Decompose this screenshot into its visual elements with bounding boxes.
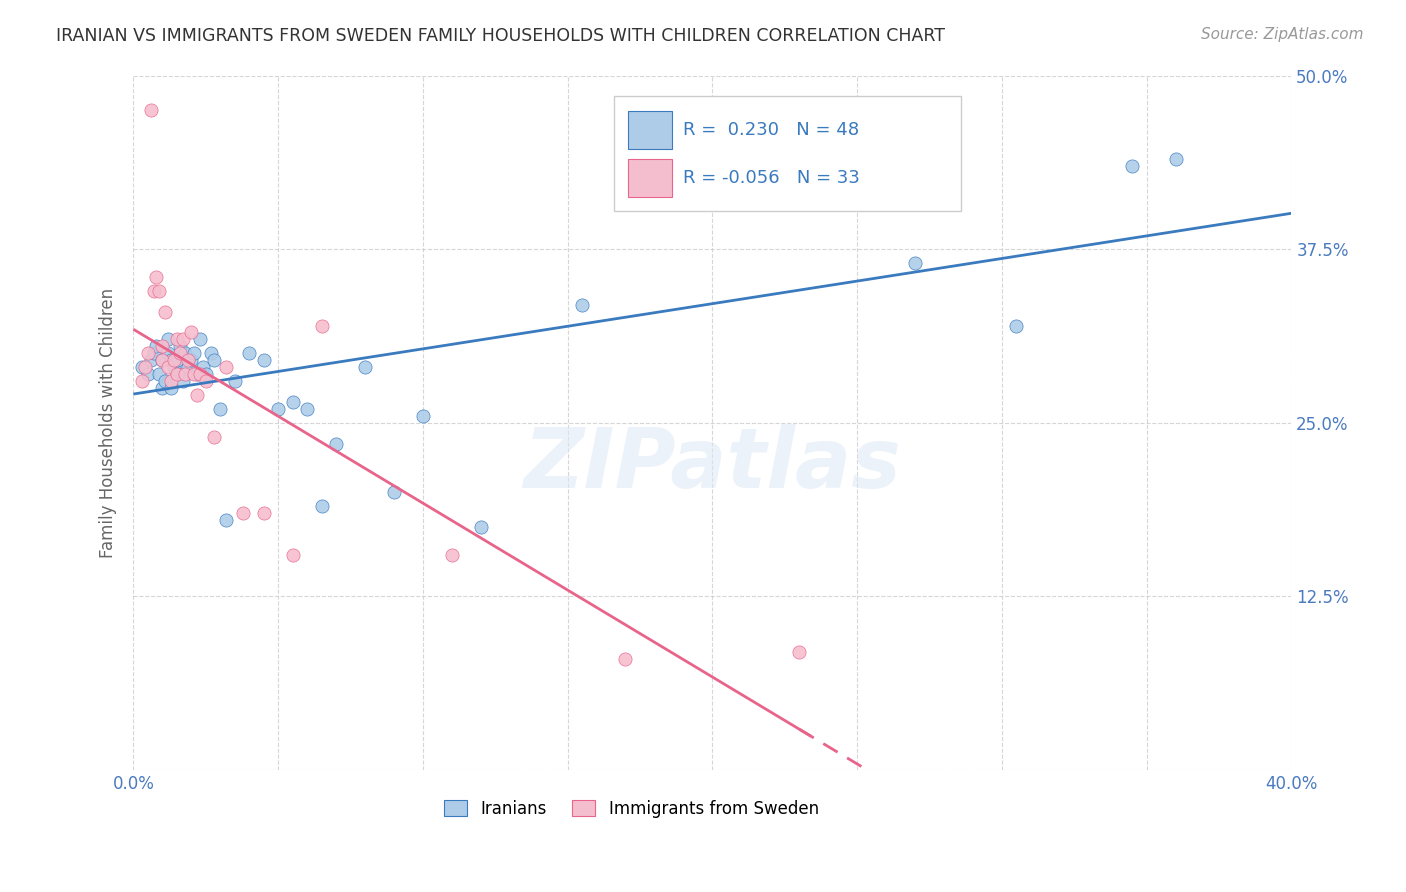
Point bbox=[412, 409, 434, 423]
Point bbox=[1005, 318, 1028, 333]
Point bbox=[177, 360, 200, 375]
Text: ZIPatlas: ZIPatlas bbox=[523, 424, 901, 505]
Y-axis label: Family Households with Children: Family Households with Children bbox=[100, 288, 117, 558]
Point bbox=[145, 339, 167, 353]
Point bbox=[153, 374, 176, 388]
Point bbox=[150, 339, 173, 353]
Point bbox=[191, 360, 214, 375]
Point bbox=[172, 333, 194, 347]
Point bbox=[157, 333, 180, 347]
Point bbox=[134, 360, 156, 375]
Point bbox=[131, 374, 153, 388]
Point bbox=[311, 318, 333, 333]
Text: R =  0.230   N = 48: R = 0.230 N = 48 bbox=[683, 120, 859, 138]
Point bbox=[183, 346, 205, 360]
Point bbox=[215, 513, 238, 527]
Point bbox=[252, 506, 274, 520]
Point bbox=[440, 548, 463, 562]
Point bbox=[150, 353, 173, 368]
Point bbox=[215, 360, 238, 375]
Point bbox=[150, 381, 173, 395]
Point bbox=[172, 374, 194, 388]
Point bbox=[145, 269, 167, 284]
Point bbox=[174, 346, 197, 360]
Point bbox=[186, 367, 208, 381]
Point bbox=[148, 367, 170, 381]
FancyBboxPatch shape bbox=[628, 159, 672, 197]
Point bbox=[153, 304, 176, 318]
FancyBboxPatch shape bbox=[614, 96, 962, 211]
Point bbox=[142, 346, 165, 360]
Point bbox=[160, 374, 183, 388]
Point bbox=[177, 353, 200, 368]
Point bbox=[745, 186, 768, 201]
Point bbox=[188, 333, 211, 347]
Point bbox=[787, 645, 810, 659]
Point bbox=[200, 346, 222, 360]
Point bbox=[382, 485, 405, 500]
Point bbox=[194, 374, 217, 388]
Point bbox=[166, 353, 188, 368]
Point bbox=[267, 401, 290, 416]
Point bbox=[188, 367, 211, 381]
Point bbox=[136, 367, 159, 381]
Point bbox=[202, 430, 225, 444]
Point bbox=[904, 256, 927, 270]
Point bbox=[142, 284, 165, 298]
Point bbox=[157, 360, 180, 375]
Point bbox=[470, 520, 492, 534]
Point bbox=[139, 103, 162, 118]
Point bbox=[1121, 159, 1143, 173]
Point bbox=[169, 339, 191, 353]
Point bbox=[614, 652, 637, 666]
Point bbox=[180, 353, 202, 368]
Point bbox=[157, 346, 180, 360]
Point bbox=[163, 360, 186, 375]
Point bbox=[148, 284, 170, 298]
Point bbox=[281, 548, 304, 562]
Point bbox=[174, 367, 197, 381]
Point bbox=[209, 401, 232, 416]
Point bbox=[183, 367, 205, 381]
Point bbox=[186, 388, 208, 402]
Point bbox=[166, 367, 188, 381]
Point bbox=[311, 499, 333, 513]
Point bbox=[1164, 152, 1187, 166]
Point bbox=[131, 360, 153, 375]
Point bbox=[160, 381, 183, 395]
Point bbox=[232, 506, 254, 520]
Point bbox=[224, 374, 246, 388]
Point bbox=[166, 367, 188, 381]
Point bbox=[295, 401, 318, 416]
Text: Source: ZipAtlas.com: Source: ZipAtlas.com bbox=[1201, 27, 1364, 42]
Point bbox=[202, 353, 225, 368]
Point bbox=[180, 326, 202, 340]
Point bbox=[166, 333, 188, 347]
Point bbox=[238, 346, 260, 360]
Point bbox=[163, 353, 186, 368]
Text: R = -0.056   N = 33: R = -0.056 N = 33 bbox=[683, 169, 860, 187]
Point bbox=[150, 353, 173, 368]
Point bbox=[160, 353, 183, 368]
Point bbox=[252, 353, 274, 368]
Point bbox=[139, 353, 162, 368]
FancyBboxPatch shape bbox=[628, 111, 672, 149]
Point bbox=[136, 346, 159, 360]
Point bbox=[325, 436, 347, 450]
Legend: Iranians, Immigrants from Sweden: Iranians, Immigrants from Sweden bbox=[437, 793, 825, 824]
Text: IRANIAN VS IMMIGRANTS FROM SWEDEN FAMILY HOUSEHOLDS WITH CHILDREN CORRELATION CH: IRANIAN VS IMMIGRANTS FROM SWEDEN FAMILY… bbox=[56, 27, 945, 45]
Point bbox=[354, 360, 377, 375]
Point bbox=[281, 395, 304, 409]
Point bbox=[571, 298, 593, 312]
Point bbox=[169, 346, 191, 360]
Point bbox=[194, 367, 217, 381]
